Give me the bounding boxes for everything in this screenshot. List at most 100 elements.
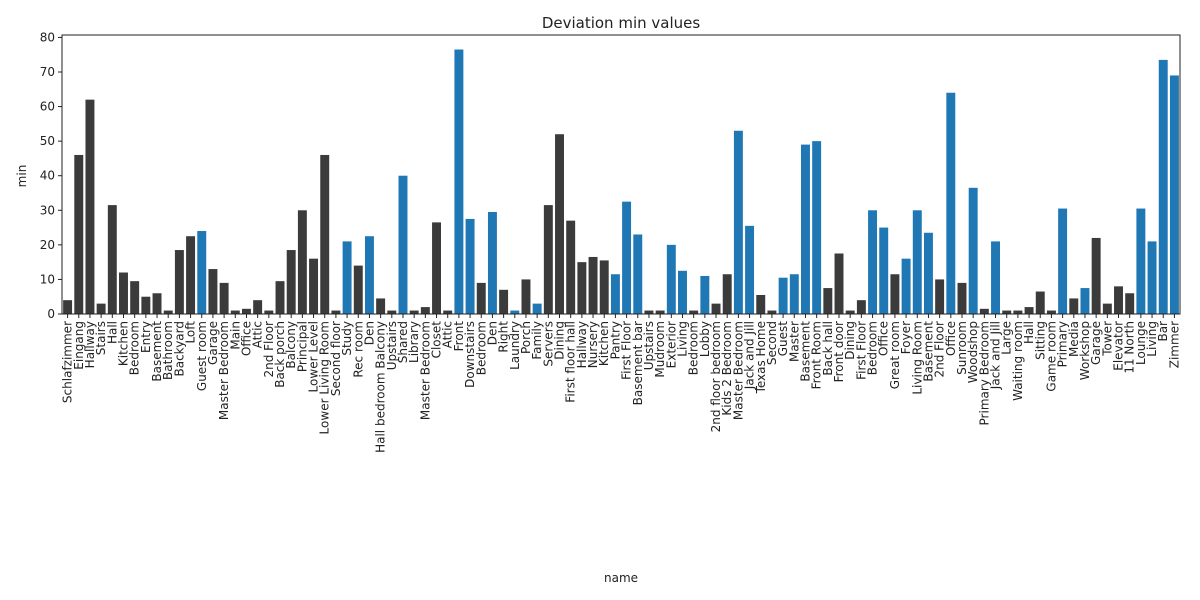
y-tick-label: 10: [40, 272, 55, 286]
x-tick-label: Hall bedroom Balcony: [374, 321, 388, 453]
x-tick-label: Office: [877, 321, 891, 356]
bar: [85, 99, 95, 314]
x-tick-label: Stairs: [94, 321, 108, 355]
x-tick-label: Jack and Jill: [989, 321, 1003, 390]
bar: [1035, 291, 1045, 314]
bar: [823, 288, 833, 314]
bar: [1091, 237, 1101, 314]
bar: [678, 270, 687, 314]
x-tick-label: Kids 2 Bedroom: [720, 321, 734, 416]
bar: [141, 296, 151, 314]
bar: [420, 307, 430, 314]
x-tick-label: Texas Home: [754, 321, 768, 394]
x-tick-label: Den: [485, 321, 499, 345]
x-tick-label: Media: [1067, 321, 1081, 357]
bar: [566, 220, 576, 314]
bar: [241, 308, 251, 314]
x-tick-label: Front Room: [810, 321, 824, 389]
x-tick-label: Game room: [1044, 321, 1058, 392]
bar: [689, 310, 699, 314]
bar: [778, 277, 788, 314]
x-tick-label: Basement bar: [631, 321, 645, 405]
bar: [588, 256, 598, 314]
y-tick-label: 20: [40, 238, 55, 252]
x-tick-label: Sunroom: [955, 321, 969, 375]
x-tick-label: Living: [1145, 321, 1159, 357]
bar: [812, 141, 822, 314]
x-tick-label: Bedroom: [474, 321, 488, 375]
bar: [521, 279, 531, 314]
bar: [1024, 307, 1034, 314]
bar: [957, 282, 967, 314]
x-tick-label: Downstairs: [463, 321, 477, 388]
bar: [74, 154, 84, 314]
bar: [152, 293, 162, 314]
bar: [331, 310, 341, 314]
bar: [275, 281, 285, 314]
x-tick-label: First Floor: [854, 321, 868, 380]
bar: [644, 310, 654, 314]
bar: [1080, 288, 1090, 314]
bar: [309, 258, 319, 314]
x-tick-label: First Floor: [620, 321, 634, 380]
x-tick-label: Den: [362, 321, 376, 345]
x-tick-label: Lower Living Room: [318, 321, 332, 434]
x-tick-label: Foyer: [899, 321, 913, 354]
y-tick-label: 30: [40, 203, 55, 217]
bar: [912, 210, 922, 314]
x-tick-label: Large: [1000, 321, 1014, 355]
bar: [711, 303, 721, 314]
x-tick-label: Bedroom: [687, 321, 701, 375]
bar: [655, 310, 665, 314]
bar: [1046, 310, 1056, 314]
x-tick-label: Bathroom: [161, 321, 175, 380]
bar: [320, 154, 330, 314]
x-tick-label: Zimmer: [1167, 321, 1181, 368]
x-tick-label: Back hall: [821, 321, 835, 376]
bar: [174, 250, 184, 314]
bar: [197, 231, 207, 314]
x-tick-label: Sitting: [1033, 321, 1047, 360]
bar: [610, 274, 620, 314]
bar: [789, 274, 799, 314]
x-tick-label: Exterior: [664, 321, 678, 368]
x-tick-label: Woodshop: [966, 321, 980, 383]
bar: [487, 212, 497, 314]
bar: [130, 281, 140, 314]
x-tick-label: Front: [452, 321, 466, 352]
x-tick-label: Library: [407, 321, 421, 363]
bar: [119, 272, 128, 314]
x-tick-label: Primary Bedroom: [977, 321, 991, 425]
x-tick-label: Guest room: [195, 321, 209, 391]
x-tick-label: Upstairs: [385, 321, 399, 370]
bar: [286, 250, 296, 314]
bar: [208, 269, 218, 314]
x-tick-label: 2nd floor bedroom: [709, 321, 723, 432]
bar: [756, 294, 766, 314]
bar: [1125, 293, 1135, 314]
x-tick-label: Lobby: [698, 321, 712, 357]
bar: [733, 130, 743, 314]
bar: [979, 308, 989, 314]
x-tick-label: Second: [765, 321, 779, 365]
bar: [510, 310, 520, 314]
x-tick-label: Rec room: [351, 321, 365, 378]
x-tick-label: Basement: [798, 321, 812, 382]
bar: [264, 310, 274, 314]
y-tick-label: 60: [40, 100, 55, 114]
bar: [923, 232, 933, 314]
bar: [409, 310, 419, 314]
x-tick-label: 2nd Floor: [933, 321, 947, 378]
bar: [107, 205, 117, 314]
bar: [476, 282, 486, 314]
x-tick-label: 2nd Floor: [262, 321, 276, 378]
x-tick-label: Porch: [519, 321, 533, 354]
x-tick-label: Office: [239, 321, 253, 356]
x-tick-label: Workshop: [1078, 321, 1092, 380]
x-tick-label: Study: [340, 321, 354, 356]
x-tick-label: Servers: [541, 321, 555, 367]
bar: [186, 236, 196, 314]
x-tick-label: Jack and Jill: [743, 321, 757, 390]
bar: [63, 300, 73, 314]
